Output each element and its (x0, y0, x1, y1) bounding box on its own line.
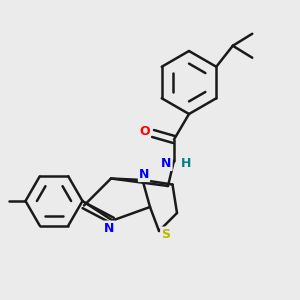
Text: S: S (161, 227, 170, 241)
Text: N: N (139, 168, 149, 181)
Text: O: O (139, 125, 150, 139)
Text: H: H (181, 157, 191, 170)
Text: N: N (104, 221, 115, 235)
Text: N: N (161, 157, 172, 170)
